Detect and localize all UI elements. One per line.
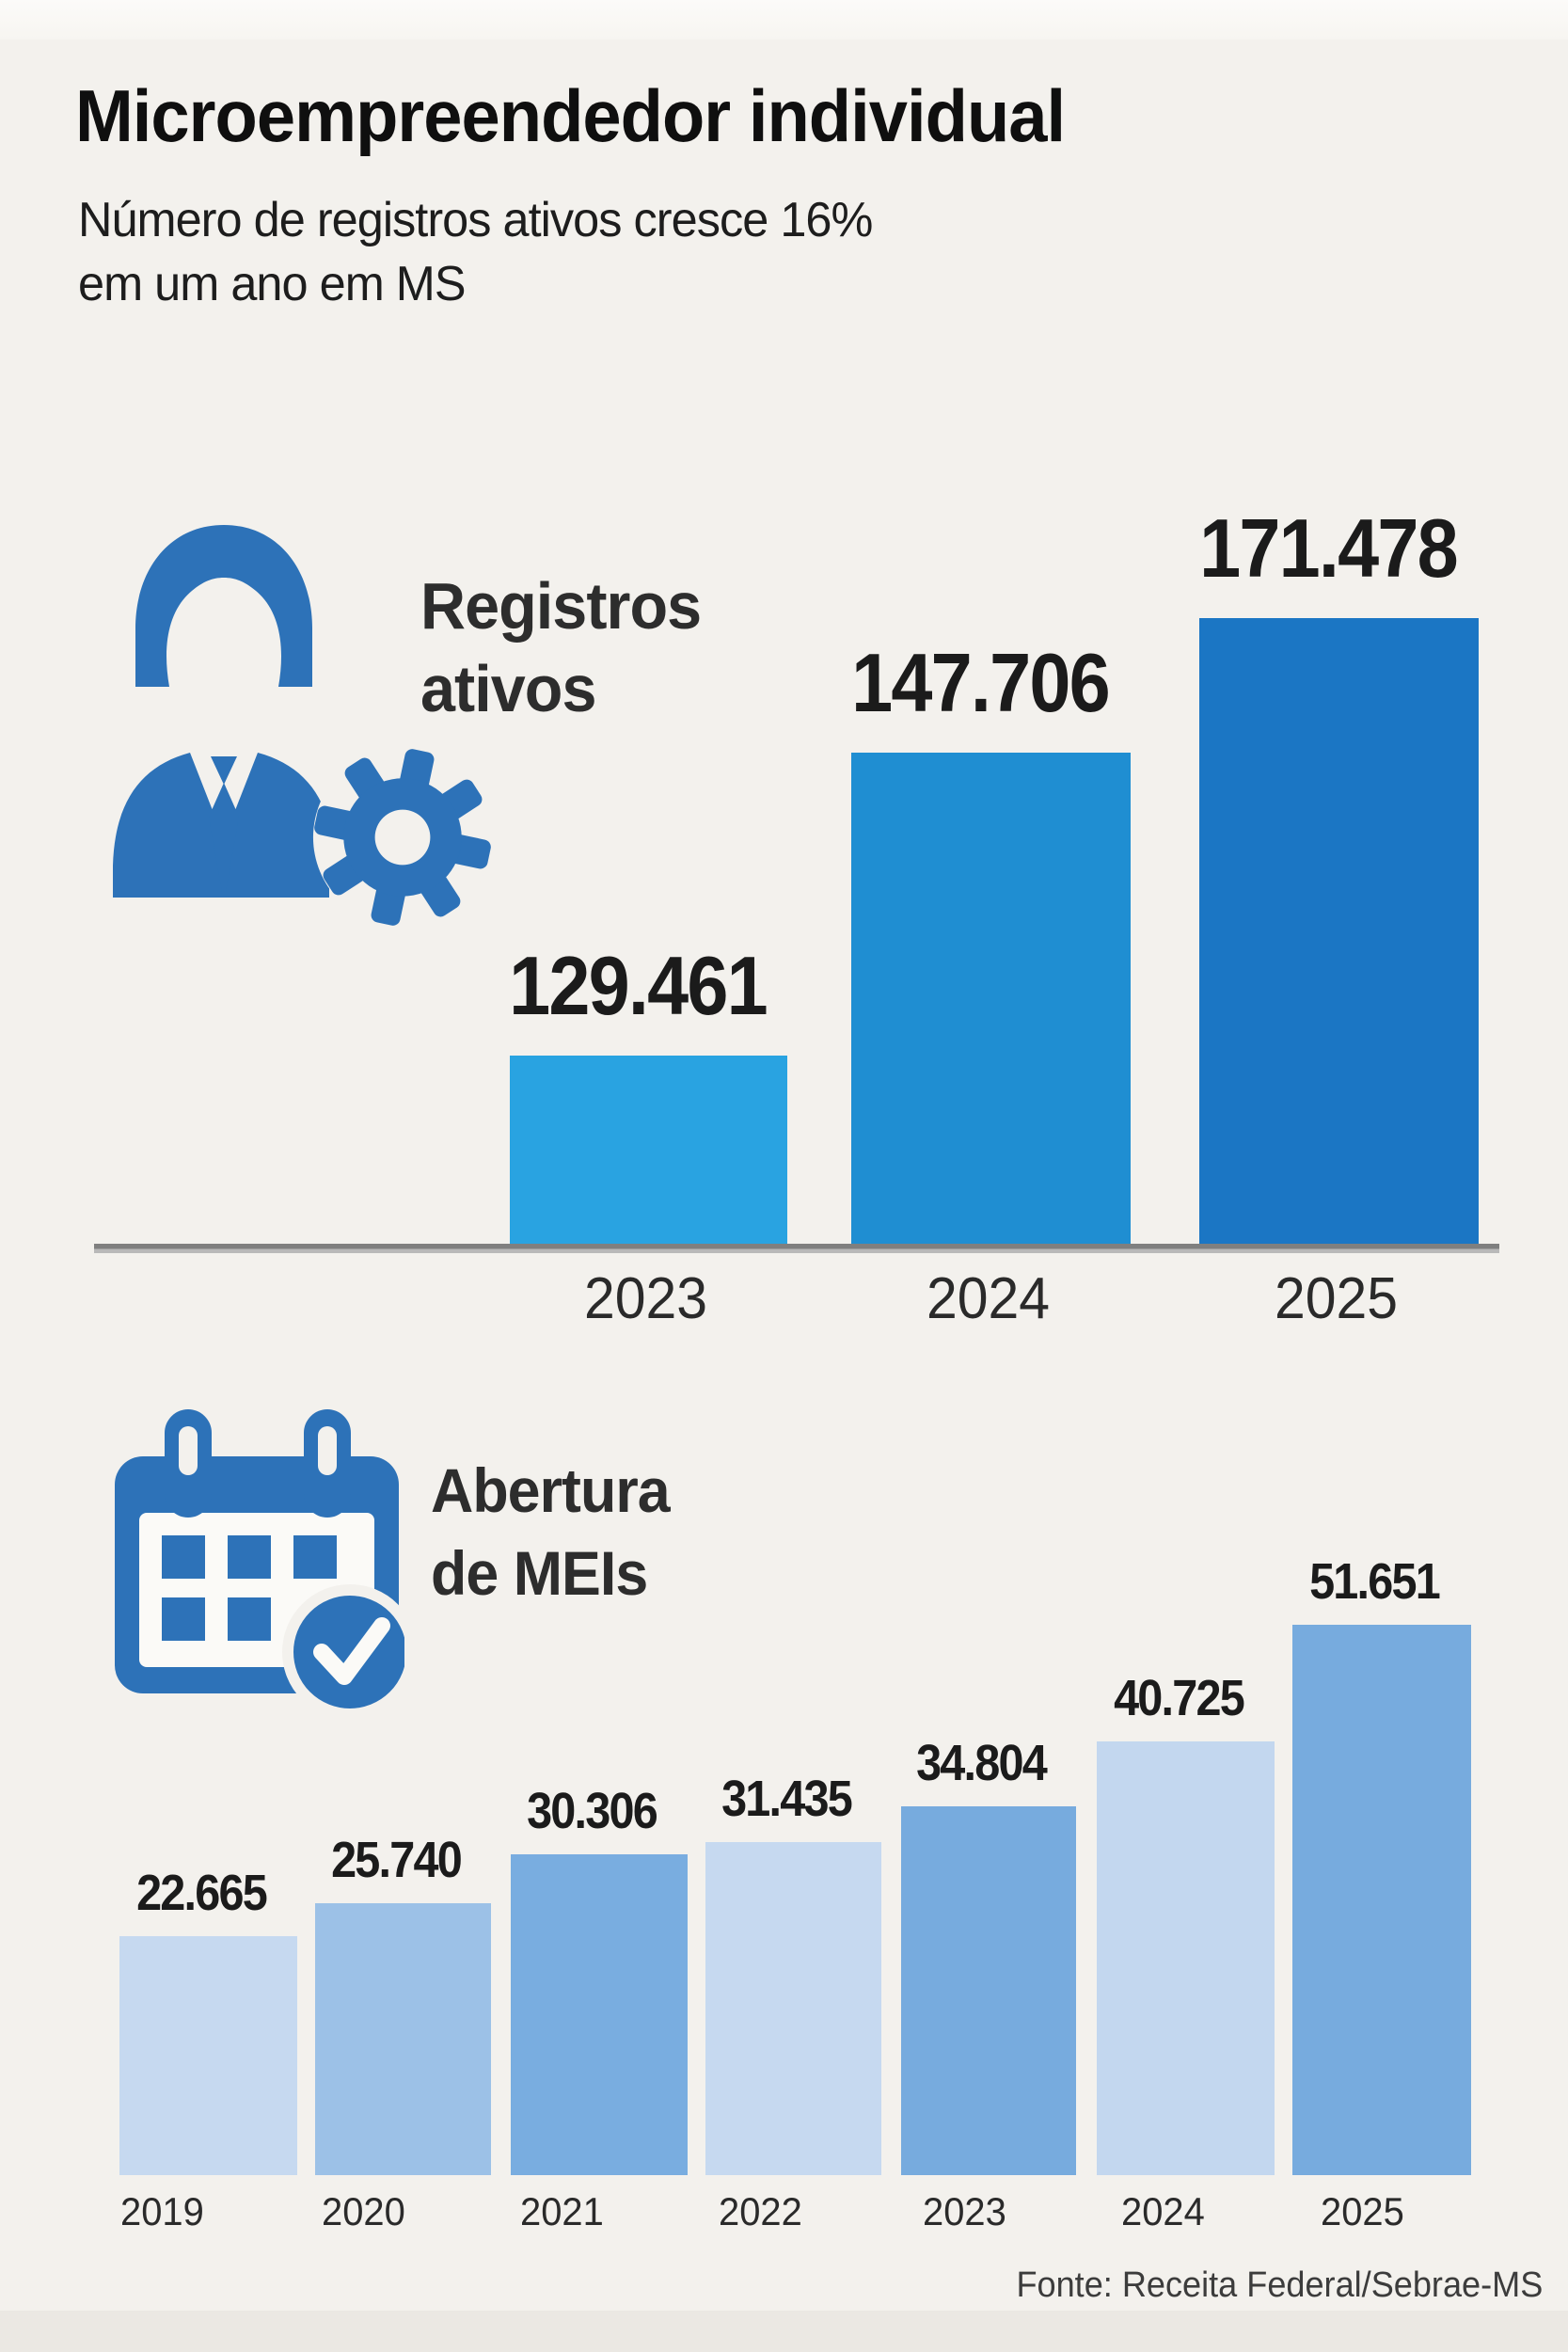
- chart1-title-line2: ativos: [420, 652, 596, 725]
- bar-value-label-2022: 31.435: [721, 1771, 853, 1827]
- bar-value-label-2021: 30.306: [527, 1783, 658, 1839]
- x-axis-line: [94, 1244, 1499, 1253]
- axis-year-label-2023: 2023: [583, 1266, 707, 1331]
- bar-2023: [510, 1056, 787, 1244]
- gear-icon: [310, 745, 495, 930]
- axis-year-label-2025: 2025: [1274, 1266, 1398, 1331]
- chart1-title-line1: Registros: [420, 569, 702, 643]
- axis-year-label-2021: 2021: [520, 2189, 604, 2233]
- axis-year-label-2024: 2024: [926, 1266, 1050, 1331]
- bar-2024: [851, 753, 1131, 1244]
- page-subtitle-line1: Número de registros ativos cresce 16%: [78, 193, 873, 247]
- axis-year-label-2024: 2024: [1121, 2189, 1205, 2233]
- bar-value-label-2024: 147.706: [850, 636, 1110, 729]
- axis-year-label-2023: 2023: [923, 2189, 1006, 2233]
- bar-2022: [705, 1842, 881, 2175]
- chart2-title-line2: de MEIs: [431, 1538, 648, 1608]
- person-icon: [103, 519, 335, 914]
- bar-2024: [1097, 1741, 1275, 2175]
- axis-year-label-2020: 2020: [322, 2189, 405, 2233]
- page-subtitle-line2: em um ano em MS: [78, 257, 467, 311]
- bottom-band: [0, 2311, 1568, 2352]
- axis-year-label-2025: 2025: [1321, 2189, 1404, 2233]
- chart2-title-line1: Abertura: [431, 1455, 671, 1525]
- bar-value-label-2019: 22.665: [135, 1865, 268, 1921]
- source-credit: Fonte: Receita Federal/Sebrae-MS: [1016, 2265, 1543, 2305]
- bar-2020: [315, 1903, 491, 2175]
- bar-2021: [511, 1854, 688, 2175]
- bar-value-label-2025: 171.478: [1198, 501, 1458, 595]
- bar-value-label-2023: 129.461: [508, 939, 768, 1032]
- bar-2023: [901, 1806, 1076, 2175]
- bar-value-label-2024: 40.725: [1113, 1670, 1245, 1726]
- calendar-check-icon: [113, 1407, 418, 1729]
- bar-2019: [119, 1936, 297, 2175]
- top-band: [0, 0, 1568, 40]
- bar-value-label-2020: 25.740: [330, 1832, 463, 1888]
- axis-year-label-2022: 2022: [719, 2189, 802, 2233]
- bar-value-label-2023: 34.804: [916, 1735, 1048, 1791]
- chart2-title: Abertura de MEIs: [431, 1449, 682, 1614]
- chart1-title: Registros ativos: [420, 564, 716, 730]
- bar-2025: [1292, 1625, 1471, 2175]
- bar-2025: [1199, 618, 1479, 1244]
- bar-value-label-2025: 51.651: [1309, 1553, 1441, 1610]
- page-title: Microempreendedor individual: [75, 74, 1066, 157]
- axis-year-label-2019: 2019: [120, 2189, 204, 2233]
